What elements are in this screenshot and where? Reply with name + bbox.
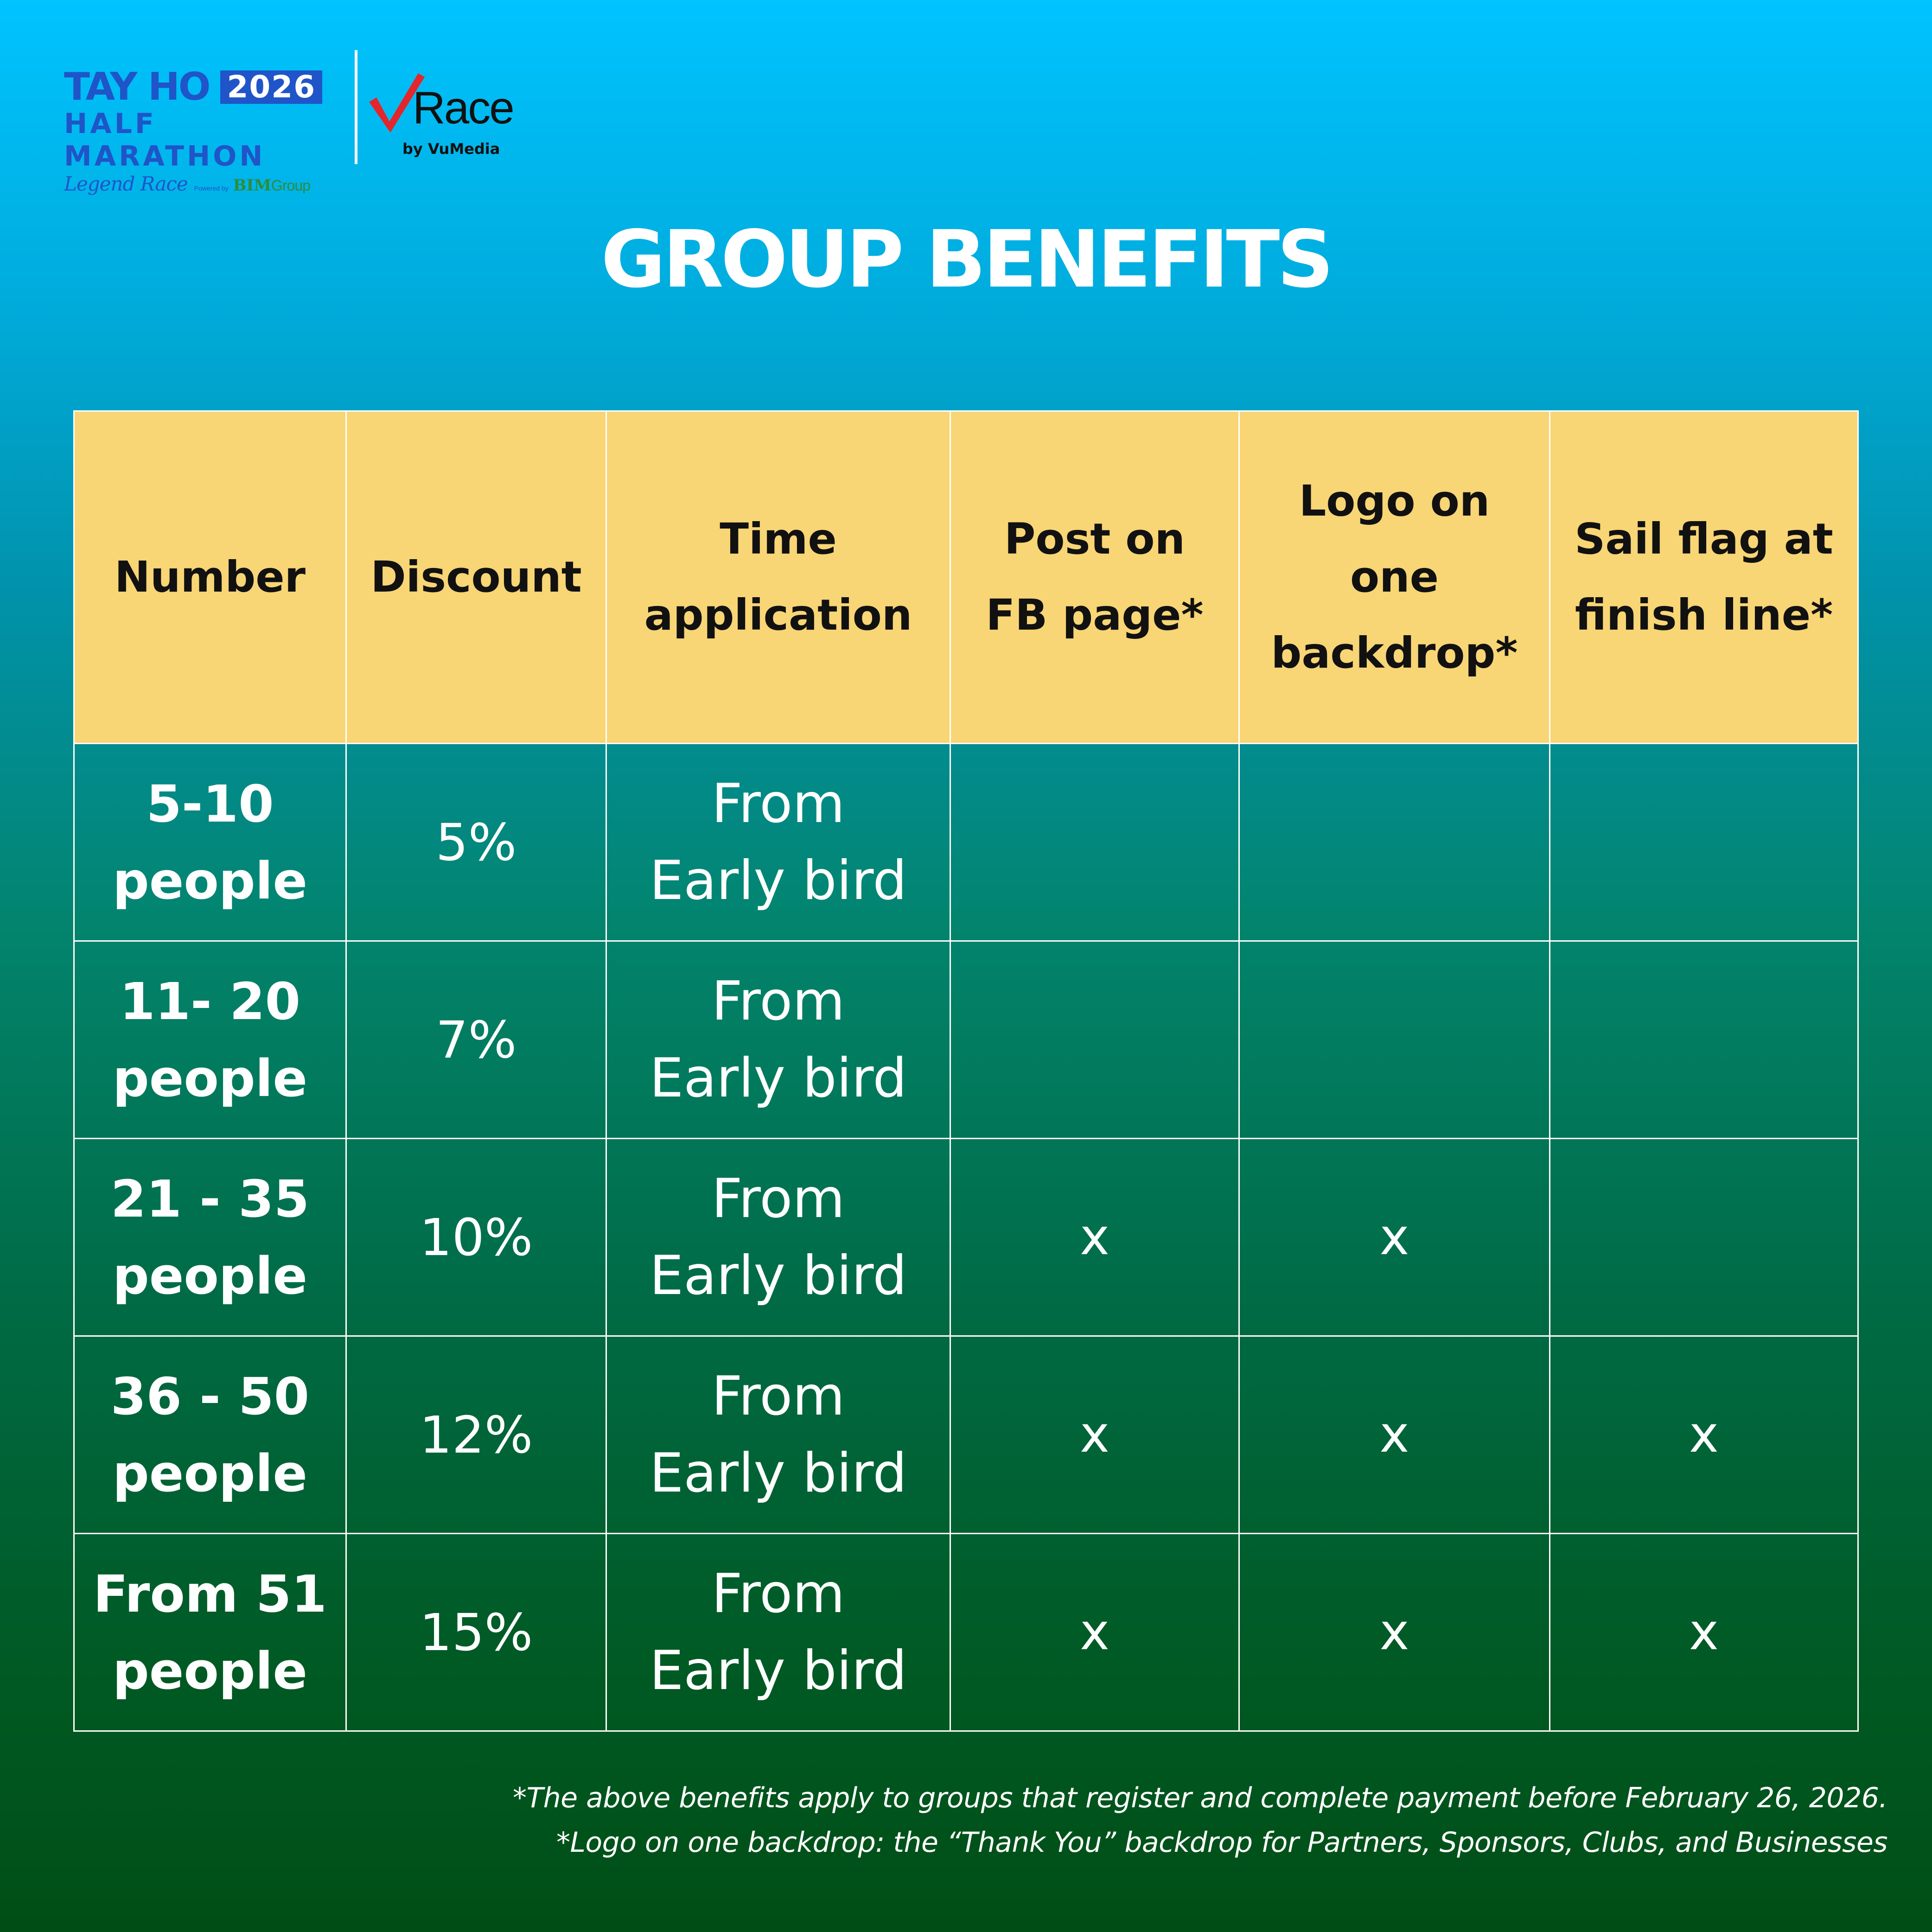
cell-discount: 5% (345, 743, 607, 942)
logo-event-name: TAY HO (64, 65, 210, 109)
page-title: GROUP BENEFITS (601, 214, 1334, 306)
cell-logo-backdrop: x (1238, 1138, 1550, 1337)
table-header-row: Number Discount Time application Post on… (73, 410, 1859, 744)
cell-number: 11- 20 people (73, 940, 347, 1139)
cell-time-application: From Early bird (606, 940, 951, 1139)
cell-sail-flag (1549, 940, 1859, 1139)
logo-event-tagline: Legend Race (64, 172, 188, 195)
header-post-on-fb-page: Post on FB page* (950, 410, 1240, 744)
cell-fb-post: x (950, 1138, 1240, 1337)
cell-logo-backdrop: x (1238, 1533, 1550, 1732)
cell-time-application: From Early bird (606, 1533, 951, 1732)
checkmark-icon (369, 73, 425, 133)
footnote-backdrop: *Logo on one backdrop: the “Thank You” b… (556, 1826, 1888, 1859)
logo-powered-by: Powered by (194, 185, 229, 192)
cell-sail-flag: x (1549, 1335, 1859, 1534)
cell-discount: 12% (345, 1335, 607, 1534)
logo-event-subtitle: HALF MARATHON (64, 108, 266, 172)
footnote-deadline: *The above benefits apply to groups that… (512, 1782, 1888, 1814)
footnotes: *The above benefits apply to groups that… (512, 1776, 1888, 1865)
tay-ho-half-marathon-logo: TAY HO 2026 HALF MARATHON Legend Race Po… (64, 65, 342, 195)
header-number: Number (73, 410, 347, 744)
cell-sail-flag (1549, 743, 1859, 942)
cell-fb-post (950, 940, 1240, 1139)
table-row: 36 - 50 people 12% From Early bird x x x (73, 1335, 1859, 1534)
vrace-logo: Race by VuMedia (366, 65, 519, 162)
logo-platform-name: Race (413, 82, 515, 133)
cell-fb-post (950, 743, 1240, 942)
logo-event-year: 2026 (220, 70, 323, 104)
header-discount: Discount (345, 410, 607, 744)
cell-logo-backdrop (1238, 940, 1550, 1139)
cell-fb-post: x (950, 1533, 1240, 1732)
table-row: From 51 people 15% From Early bird x x x (73, 1533, 1859, 1732)
header-logo-on-backdrop: Logo on one backdrop* (1238, 410, 1550, 744)
logo-sponsor-bim: BIM (233, 176, 271, 195)
group-benefits-table: Number Discount Time application Post on… (73, 410, 1859, 1732)
header-sail-flag: Sail flag at finish line* (1549, 410, 1859, 744)
cell-sail-flag (1549, 1138, 1859, 1337)
cell-discount: 15% (345, 1533, 607, 1732)
cell-logo-backdrop (1238, 743, 1550, 942)
cell-fb-post: x (950, 1335, 1240, 1534)
cell-logo-backdrop: x (1238, 1335, 1550, 1534)
cell-time-application: From Early bird (606, 1335, 951, 1534)
cell-number: From 51 people (73, 1533, 347, 1732)
cell-number: 36 - 50 people (73, 1335, 347, 1534)
cell-discount: 7% (345, 940, 607, 1139)
logo-sponsor-group: Group (271, 177, 311, 194)
cell-number: 5-10 people (73, 743, 347, 942)
header-time-application: Time application (606, 410, 951, 744)
table-row: 11- 20 people 7% From Early bird (73, 940, 1859, 1139)
cell-time-application: From Early bird (606, 743, 951, 942)
cell-discount: 10% (345, 1138, 607, 1337)
cell-sail-flag: x (1549, 1533, 1859, 1732)
table-row: 5-10 people 5% From Early bird (73, 743, 1859, 942)
logo-divider (355, 50, 357, 164)
cell-number: 21 - 35 people (73, 1138, 347, 1337)
cell-time-application: From Early bird (606, 1138, 951, 1337)
logo-platform-byline: by VuMedia (402, 140, 500, 158)
table-row: 21 - 35 people 10% From Early bird x x (73, 1138, 1859, 1337)
